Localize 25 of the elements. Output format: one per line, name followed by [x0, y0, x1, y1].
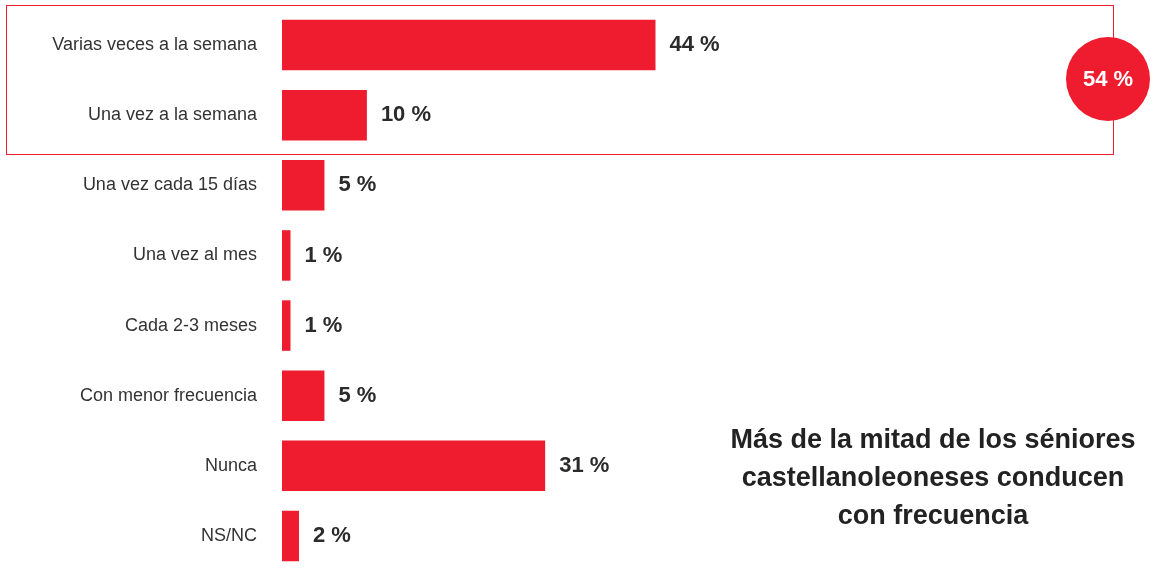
- bar: [282, 19, 656, 71]
- data-label: 44 %: [669, 31, 720, 57]
- data-label: 10 %: [380, 101, 432, 127]
- data-label: 5 %: [338, 381, 377, 407]
- y-tick-label: Nunca: [204, 454, 258, 475]
- data-label: 1 %: [304, 311, 343, 337]
- data-label: 2 %: [312, 522, 351, 547]
- y-tick-label: Con menor frecuencia: [79, 384, 258, 405]
- bar: [282, 230, 291, 281]
- y-tick-label: NS/NC: [200, 524, 257, 545]
- data-label: 31 %: [559, 451, 610, 477]
- y-tick-label: Una vez cada 15 días: [82, 174, 257, 195]
- data-label: 1 %: [304, 241, 343, 267]
- bar: [282, 370, 325, 421]
- bar: [282, 440, 546, 492]
- data-label: 5 %: [338, 171, 377, 197]
- y-tick-label: Varias veces a la semana: [52, 34, 258, 55]
- text: Más de la mitad de los séniores castellanoleoneses conducen con frecuencia: [729, 423, 1137, 532]
- bar: [282, 89, 367, 141]
- bar: [282, 510, 299, 562]
- bar: [282, 300, 291, 351]
- bar: [282, 160, 325, 211]
- y-tick-label: Una vez a la semana: [87, 104, 258, 125]
- y-tick-label: Cada 2-3 meses: [124, 314, 257, 335]
- y-tick-label: Una vez al mes: [132, 244, 257, 265]
